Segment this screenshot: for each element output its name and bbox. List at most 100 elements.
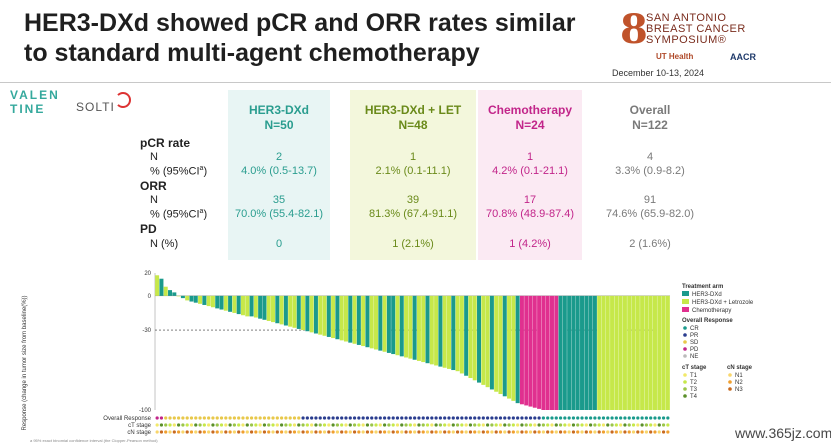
waterfall-bar <box>262 295 267 320</box>
meeting-date: December 10-13, 2024 <box>612 68 705 78</box>
annotation-dot <box>567 430 571 434</box>
legend-label: T4 <box>690 394 698 400</box>
annotation-dot <box>610 416 614 420</box>
annotation-dot <box>507 416 511 420</box>
annotation-dot <box>374 423 378 427</box>
legend-dot <box>683 373 687 377</box>
waterfall-bar <box>451 295 456 371</box>
annotation-dot <box>224 416 228 420</box>
annotation-dot <box>571 430 576 434</box>
annotation-dot <box>657 430 661 434</box>
annotation-dot <box>228 430 232 434</box>
annotation-dot <box>335 416 339 420</box>
annotation-dot <box>185 430 189 434</box>
annotation-dot <box>421 430 425 434</box>
annotation-dot <box>301 416 305 420</box>
annotation-dot <box>653 416 657 420</box>
annotation-dot <box>494 423 498 427</box>
annotation-dot <box>228 423 232 427</box>
annotation-dot <box>408 416 412 420</box>
annotation-dot <box>649 430 653 434</box>
waterfall-bar <box>395 295 400 356</box>
waterfall-bar <box>537 295 542 409</box>
header-divider <box>0 82 831 83</box>
annotation-dot <box>254 430 258 434</box>
annotation-dot <box>185 416 189 420</box>
annotation-dot <box>168 423 172 427</box>
annotation-dot <box>198 423 202 427</box>
annotation-dot <box>207 430 211 434</box>
waterfall-bar <box>313 295 318 334</box>
annotation-dot <box>400 416 404 420</box>
annotation-dot <box>451 423 455 427</box>
annotation-dot <box>421 423 425 427</box>
waterfall-bar <box>442 295 447 368</box>
annotation-dot <box>430 416 434 420</box>
annotation-dot <box>262 430 267 434</box>
annotation-dot <box>331 416 335 420</box>
waterfall-bar <box>391 295 396 355</box>
annotation-dot <box>357 423 361 427</box>
waterfall-bar <box>206 295 211 307</box>
annotation-dot <box>661 416 666 420</box>
annotation-dot <box>224 430 228 434</box>
annotation-dot <box>593 423 597 427</box>
waterfall-bar <box>485 295 490 388</box>
legend-label: CR <box>690 326 699 332</box>
column-header-overall: Overall N=122 <box>600 103 700 133</box>
annotation-dot <box>177 430 181 434</box>
annotation-dot <box>387 423 391 427</box>
annotation-dot <box>181 423 185 427</box>
cell-orr-n: 39 <box>406 194 420 206</box>
waterfall-bar <box>545 295 550 410</box>
annotation-dot <box>571 423 576 427</box>
annotation-dot <box>434 416 438 420</box>
row-label: cT stage <box>128 423 152 429</box>
annotation-dot <box>198 416 202 420</box>
waterfall-bar <box>652 295 657 410</box>
annotation-dot <box>631 416 636 420</box>
annotation-dot <box>310 416 314 420</box>
waterfall-bar <box>502 295 507 397</box>
annotation-dot <box>576 416 580 420</box>
waterfall-bar <box>541 295 546 410</box>
annotation-dot <box>443 423 447 427</box>
annotation-dot <box>563 430 567 434</box>
column-n: N=122 <box>632 118 668 132</box>
annotation-dot <box>219 416 224 420</box>
legend-dot <box>683 340 687 344</box>
cell-pcr-n: 1 <box>526 151 534 163</box>
annotation-dot <box>159 423 164 427</box>
annotation-dot <box>425 423 430 427</box>
annotation-dot <box>202 423 206 427</box>
annotation-dot <box>447 423 451 427</box>
waterfall-bar <box>425 295 430 364</box>
annotation-dot <box>232 430 236 434</box>
annotation-dot <box>194 416 198 420</box>
annotation-dot <box>507 430 511 434</box>
annotation-dot <box>318 430 322 434</box>
annotation-dot <box>331 423 335 427</box>
annotation-dot <box>481 430 485 434</box>
legend-dot <box>683 333 687 337</box>
waterfall-bar <box>176 295 181 297</box>
waterfall-bar <box>549 295 554 410</box>
annotation-dot <box>408 430 412 434</box>
annotation-dot <box>473 423 477 427</box>
solti-mark-icon <box>115 92 131 108</box>
annotation-dot <box>275 423 279 427</box>
waterfall-bar <box>575 295 580 410</box>
annotation-dot <box>340 416 344 420</box>
annotation-dot <box>494 416 498 420</box>
annotation-dot <box>305 416 309 420</box>
annotation-dot <box>421 416 425 420</box>
annotation-dot <box>516 430 520 434</box>
legend-swatch <box>682 291 689 296</box>
waterfall-bar <box>253 295 258 318</box>
column-n: N=50 <box>264 118 294 132</box>
waterfall-bar <box>494 295 499 392</box>
annotation-dot <box>164 423 168 427</box>
waterfall-bar <box>352 295 357 344</box>
waterfall-bar <box>580 295 585 410</box>
annotation-dot <box>365 430 370 434</box>
